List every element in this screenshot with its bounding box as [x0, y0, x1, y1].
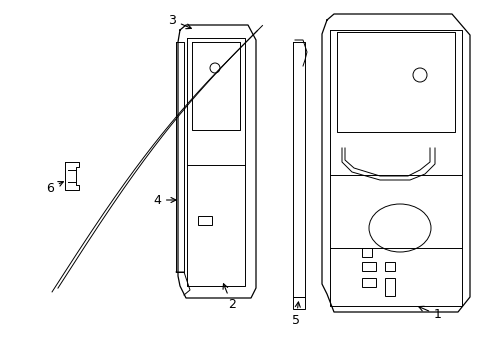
Text: 4: 4 [153, 194, 176, 207]
Text: 5: 5 [291, 302, 300, 327]
Text: 2: 2 [223, 284, 235, 311]
Bar [292, 297, 305, 309]
Bar [361, 262, 375, 271]
Bar [361, 278, 375, 287]
Bar [384, 278, 394, 296]
Bar [384, 262, 394, 271]
Text: 1: 1 [418, 306, 441, 321]
Text: 6: 6 [46, 181, 63, 194]
Bar [361, 248, 371, 257]
Bar [198, 216, 212, 225]
Text: 3: 3 [168, 14, 191, 29]
